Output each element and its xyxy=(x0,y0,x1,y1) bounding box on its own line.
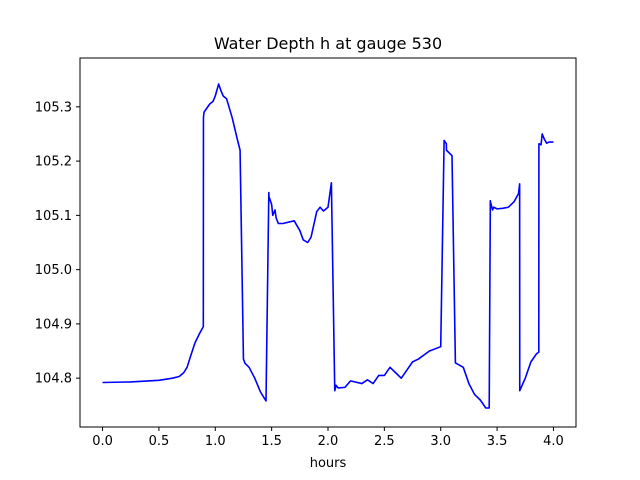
y-tick-label: 105.0 xyxy=(35,263,72,278)
y-tick-label: 105.1 xyxy=(35,209,72,224)
y-tick-label: 105.2 xyxy=(35,155,72,170)
x-tick-label: 2.0 xyxy=(318,434,339,449)
y-tick-label: 105.3 xyxy=(35,100,72,115)
x-axis: 0.0 0.5 1.0 1.5 2.0 2.5 3.0 3.5 4.0 xyxy=(92,427,564,449)
series-line-0 xyxy=(102,83,554,409)
x-tick-label: 4.0 xyxy=(543,434,564,449)
y-tick-label: 104.8 xyxy=(35,372,72,387)
x-tick-label: 1.5 xyxy=(261,434,282,449)
x-tick-label: 3.0 xyxy=(430,434,451,449)
x-axis-label: hours xyxy=(310,456,347,471)
y-axis: 104.8 104.9 105.0 105.1 105.2 105.3 xyxy=(35,100,80,387)
chart-title: Water Depth h at gauge 530 xyxy=(214,34,442,53)
x-tick-label: 3.5 xyxy=(487,434,508,449)
x-tick-label: 0.5 xyxy=(149,434,170,449)
x-tick-label: 2.5 xyxy=(374,434,395,449)
x-tick-label: 0.0 xyxy=(92,434,113,449)
x-tick-label: 1.0 xyxy=(205,434,226,449)
y-tick-label: 104.9 xyxy=(35,317,72,332)
